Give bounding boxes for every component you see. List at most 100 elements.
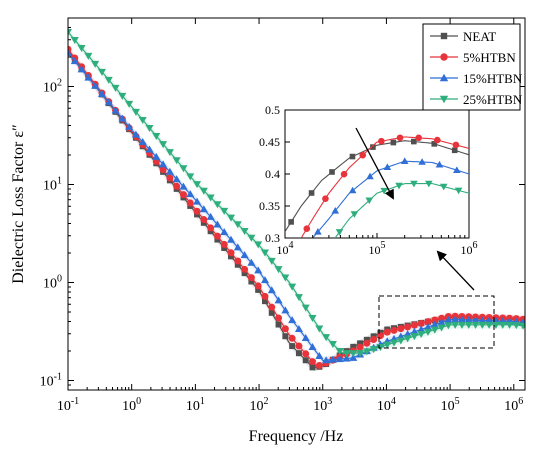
legend-box [422,23,521,111]
data-point [410,321,418,329]
data-point [322,334,331,342]
y-tick-label: 100 [43,274,62,292]
data-point [234,261,241,268]
legend-marker [439,95,449,104]
data-point [268,309,275,316]
legend: NEAT 5%HTBN 15%HTBN 25%HTBN [422,23,523,111]
inset-data-point [365,197,374,205]
data-point [423,323,432,331]
data-point [68,28,72,36]
data-point [91,60,100,68]
data-point [424,318,432,326]
data-point [213,220,222,228]
data-point [315,325,324,333]
inset-data-point [340,170,348,178]
data-point [91,81,100,89]
inset-data-point [452,141,460,149]
x-tick-label: 105 [441,396,460,414]
inset-data-point [451,147,458,154]
data-point [206,194,215,202]
data-point [295,342,303,350]
data-point [505,321,514,329]
data-point [281,306,290,314]
y-tick-label: 102 [43,77,62,95]
data-point [350,343,357,350]
data-point [131,108,140,116]
data-point [186,190,195,198]
inset-data-point [329,169,335,175]
legend-marker [440,32,448,40]
inset-data-point [314,228,322,235]
data-point [111,84,120,92]
inset-data-point [359,151,367,159]
data-point [77,65,86,73]
inset-y-tick-label: 0.4 [265,167,280,181]
data-point [233,243,242,251]
data-point [165,149,174,157]
data-point [267,257,276,265]
inset-data-point [418,158,426,165]
inset-x-tick-label: 104 [277,240,294,257]
inset-y-tick-label: 0.5 [265,103,280,117]
data-point [437,324,446,332]
legend-label: 5%HTBN [463,50,516,65]
x-tick-label: 10-1 [57,396,79,414]
data-point [152,133,161,141]
inset-data-point [390,139,397,146]
y-tick-label: 10-1 [40,372,62,390]
data-point [328,341,337,349]
inset-series-line [285,140,469,232]
data-point [240,251,249,259]
inset-data-point [288,219,294,225]
data-point [152,152,161,160]
inset-data-point [303,225,311,232]
data-point [478,316,487,324]
x-tick-label: 103 [313,396,332,414]
data-point [186,199,194,207]
data-point [173,182,181,190]
data-point [512,322,521,330]
legend-label: 15%HTBN [463,71,523,86]
inset-data-point [348,186,357,194]
data-point [464,316,473,324]
data-point [104,76,113,84]
data-point [118,114,127,122]
data-point [267,286,276,294]
data-point [356,343,364,351]
data-point [221,244,228,251]
data-point [478,321,487,329]
data-point [281,274,290,282]
data-point [519,322,525,330]
data-point [383,328,391,336]
inset-frame [284,109,470,239]
data-point [240,227,249,235]
data-point [165,167,174,175]
inset-data-point [370,144,376,150]
data-point [118,92,127,100]
data-point [335,355,344,363]
data-point [254,266,263,274]
inset-x-tick-label: 105 [369,240,386,257]
data-point [274,296,283,304]
data-point [417,330,426,338]
data-point [404,323,412,331]
y-axis-title: Dielectric Loss Factor ε″ [10,124,27,284]
data-point [220,240,228,248]
inset-data-point [396,134,404,142]
data-point [363,339,371,347]
inset-data-point [349,153,356,160]
data-point [288,283,297,291]
data-point [451,321,460,329]
data-point [131,130,140,138]
data-point [383,341,392,349]
data-point [315,351,324,359]
data-point [68,48,72,56]
data-point [295,350,302,357]
data-point [247,274,255,282]
data-point [172,175,181,183]
plot-frame [67,17,526,391]
data-point [220,207,229,215]
data-point [376,332,384,340]
data-point [349,350,358,358]
